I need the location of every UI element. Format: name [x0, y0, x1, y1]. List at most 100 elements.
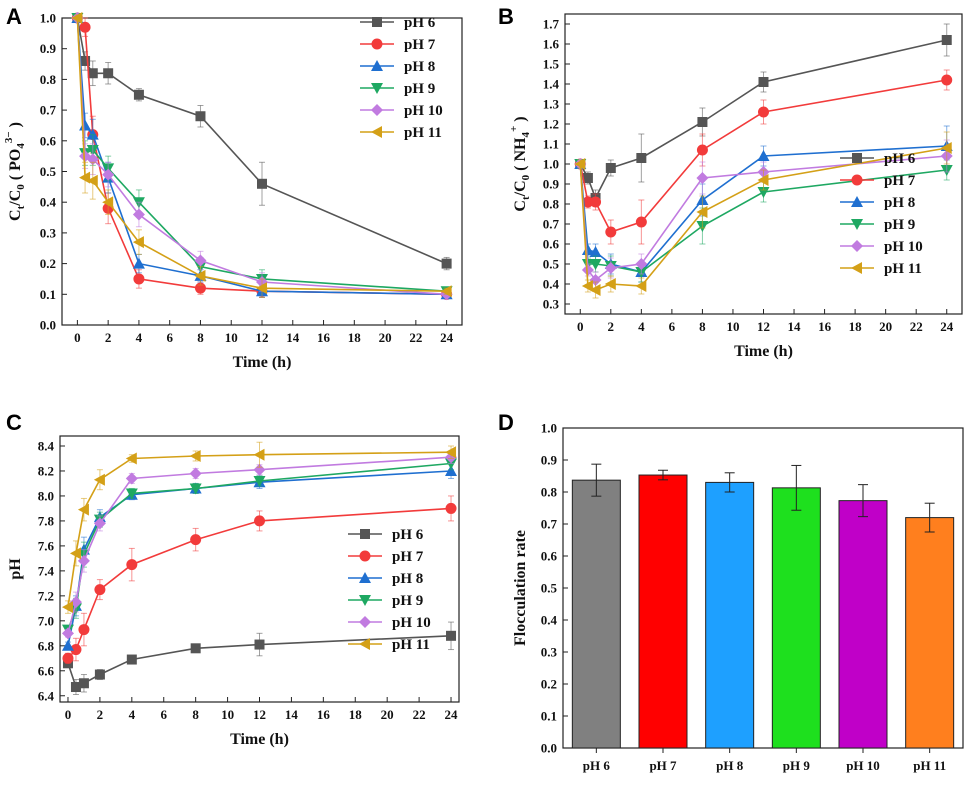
y-tick-label: 0.0 — [40, 318, 56, 333]
series-ph-6 — [72, 13, 452, 271]
x-tick-label: 0 — [65, 707, 72, 722]
data-point — [590, 196, 602, 208]
data-point — [254, 515, 265, 527]
legend-label: pH 6 — [884, 151, 916, 167]
data-point — [757, 174, 769, 186]
y-tick-label: 1.6 — [543, 37, 560, 52]
x-tick-label: 20 — [879, 319, 892, 334]
data-point — [581, 244, 594, 255]
data-point — [440, 285, 452, 298]
x-tick-label: 24 — [445, 707, 459, 722]
panel-letter: D — [498, 410, 514, 435]
data-point — [445, 502, 457, 514]
panel-b-ammonium-ratio: B 0.3 0.4 0.5 0.6 0.7 0.8 0.9 1.0 1.1 1.2 1.3 1.4 1.… — [498, 4, 963, 360]
y-tick-label: 0.6 — [40, 133, 57, 148]
x-axis-title: Time (h) — [233, 354, 292, 371]
x-tick-label: 0 — [577, 319, 584, 334]
legend-marker — [371, 104, 383, 116]
legend-label: pH 10 — [404, 103, 443, 119]
data-point — [125, 488, 138, 500]
y-tick-label: 1.4 — [543, 77, 560, 92]
panel-a-phosphate-removal: A 0.00.10.20.30.40.50.60.70.80.91.00 2 4 6 8… — [3, 4, 463, 371]
series-line — [67, 456, 452, 634]
data-point — [256, 282, 267, 295]
y-tick-label: 0.2 — [40, 256, 56, 271]
series-line — [76, 17, 447, 292]
y-tick-label: 7.4 — [38, 563, 55, 578]
data-point — [758, 106, 769, 118]
y-tick-label: 0.8 — [40, 72, 57, 87]
x-tick-label: 14 — [788, 319, 802, 334]
data-point — [605, 163, 616, 173]
data-point — [79, 119, 92, 131]
data-point — [940, 142, 952, 154]
y-tick-label: 0.5 — [543, 257, 560, 272]
data-point — [132, 257, 145, 269]
series-line — [76, 17, 447, 265]
data-point — [589, 284, 601, 296]
y-tick-label: 1.0 — [541, 421, 557, 436]
y-tick-label: 6.8 — [38, 638, 55, 653]
y-tick-label: 0.3 — [543, 297, 560, 312]
y-tick-label: 1.1 — [543, 137, 559, 152]
legend-marker — [371, 83, 383, 94]
legend-label: pH 9 — [404, 81, 435, 97]
series-ph-11 — [574, 131, 952, 299]
data-point — [61, 627, 74, 640]
y-tick-label: 0.7 — [541, 517, 558, 532]
bar — [771, 487, 821, 749]
category-label: pH 6 — [583, 758, 611, 773]
category-label: pH 11 — [913, 758, 946, 773]
data-point — [125, 452, 137, 465]
x-tick-label: 2 — [105, 330, 112, 345]
series-ph-7 — [62, 495, 457, 664]
x-tick-label: 16 — [317, 707, 331, 722]
data-point — [70, 644, 82, 656]
panel-d-flocculation-rate: D 0.0 0.1 0.2 0.3 0.4 0.5 0.6 0.7 0.8 0.9 1.0 pH 6 p… — [498, 410, 964, 773]
y-tick-label: 0.3 — [40, 225, 57, 240]
plot-frame — [562, 427, 964, 749]
data-point — [254, 639, 265, 650]
series-line — [76, 17, 447, 296]
data-point — [132, 208, 145, 221]
data-point — [190, 534, 202, 546]
y-tick-label: 7.0 — [38, 613, 54, 628]
x-tick-label: 10 — [225, 330, 238, 345]
x-tick-label: 4 — [136, 330, 143, 345]
data-point — [941, 74, 953, 86]
data-point — [636, 153, 647, 163]
data-point — [194, 254, 207, 267]
panel-letter: A — [6, 4, 22, 29]
data-point — [69, 547, 81, 560]
y-tick-label: 0.8 — [543, 197, 560, 212]
bar — [705, 481, 755, 749]
data-point — [697, 117, 708, 127]
data-point — [696, 144, 708, 156]
data-point — [62, 652, 74, 664]
series-ph-6 — [575, 23, 952, 207]
data-point — [574, 158, 586, 170]
legend-label: pH 10 — [392, 615, 431, 631]
legend-marker — [359, 638, 370, 650]
legend-label: pH 7 — [392, 549, 424, 565]
legend-marker — [851, 240, 863, 252]
data-point — [86, 174, 98, 187]
data-point — [190, 643, 201, 654]
legend-marker — [372, 17, 382, 27]
x-tick-label: 14 — [286, 330, 300, 345]
x-tick-label: 4 — [638, 319, 645, 334]
x-tick-label: 22 — [413, 707, 426, 722]
series-line — [76, 17, 447, 296]
x-tick-label: 8 — [192, 707, 199, 722]
legend-label: pH 11 — [884, 261, 922, 277]
data-point — [126, 559, 138, 571]
bar — [571, 479, 621, 749]
x-tick-label: 18 — [849, 319, 863, 334]
x-tick-label: 20 — [379, 330, 392, 345]
x-axis-title: Time (h) — [230, 731, 289, 748]
legend-label: pH 7 — [884, 173, 916, 189]
bar — [838, 500, 888, 749]
data-point — [102, 196, 114, 209]
data-point — [94, 669, 105, 680]
